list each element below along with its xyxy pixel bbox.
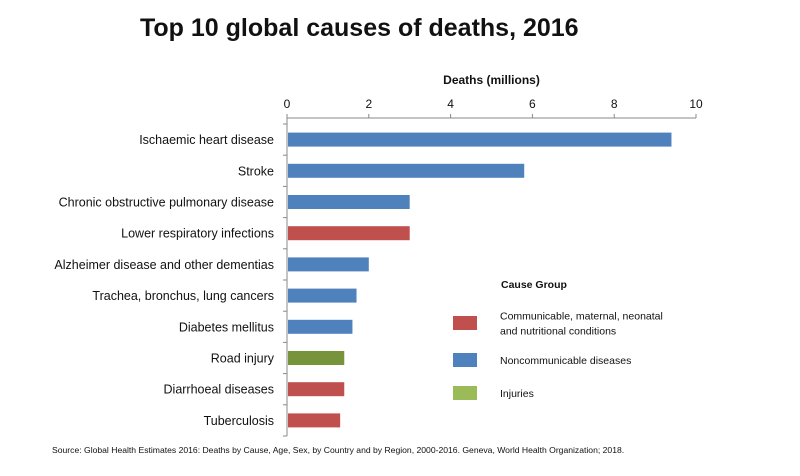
- x-axis-label: Deaths (millions): [443, 73, 540, 87]
- category-label: Alzheimer disease and other dementias: [54, 258, 274, 272]
- bar: [288, 351, 345, 365]
- bar: [288, 382, 345, 397]
- legend-swatch: [453, 316, 477, 330]
- bar: [288, 319, 353, 334]
- category-label: Tuberculosis: [204, 414, 274, 428]
- category-label: Stroke: [238, 164, 274, 178]
- bar: [288, 132, 672, 147]
- bar: [288, 226, 410, 241]
- category-label: Lower respiratory infections: [121, 227, 274, 241]
- legend-swatch: [453, 353, 477, 367]
- legend-label: and nutritional conditions: [500, 326, 616, 338]
- legend-label: Communicable, maternal, neonatal: [500, 311, 663, 323]
- x-tick-label: 4: [447, 97, 454, 111]
- bar: [288, 413, 341, 428]
- bar: [288, 257, 369, 272]
- category-label: Diabetes mellitus: [179, 320, 274, 334]
- x-tick-label: 0: [284, 97, 291, 111]
- category-label: Ischaemic heart disease: [139, 133, 274, 147]
- bar: [288, 195, 410, 209]
- category-label: Trachea, bronchus, lung cancers: [92, 289, 274, 303]
- legend-label: Noncommunicable diseases: [500, 355, 631, 367]
- bar: [288, 163, 525, 178]
- legend-label: Injuries: [500, 388, 534, 400]
- legend-swatch: [453, 386, 477, 400]
- legend-title: Cause Group: [501, 279, 567, 291]
- x-tick-label: 10: [689, 97, 703, 111]
- category-label: Diarrhoeal diseases: [164, 383, 274, 397]
- x-tick-label: 8: [611, 97, 618, 111]
- chart-title: Top 10 global causes of deaths, 2016: [140, 14, 579, 42]
- bar: [288, 288, 357, 303]
- x-tick-label: 2: [365, 97, 372, 111]
- category-label: Road injury: [211, 352, 275, 366]
- source-note: Source: Global Health Estimates 2016: De…: [52, 445, 625, 455]
- x-tick-label: 6: [529, 97, 536, 111]
- category-label: Chronic obstructive pulmonary disease: [59, 196, 274, 210]
